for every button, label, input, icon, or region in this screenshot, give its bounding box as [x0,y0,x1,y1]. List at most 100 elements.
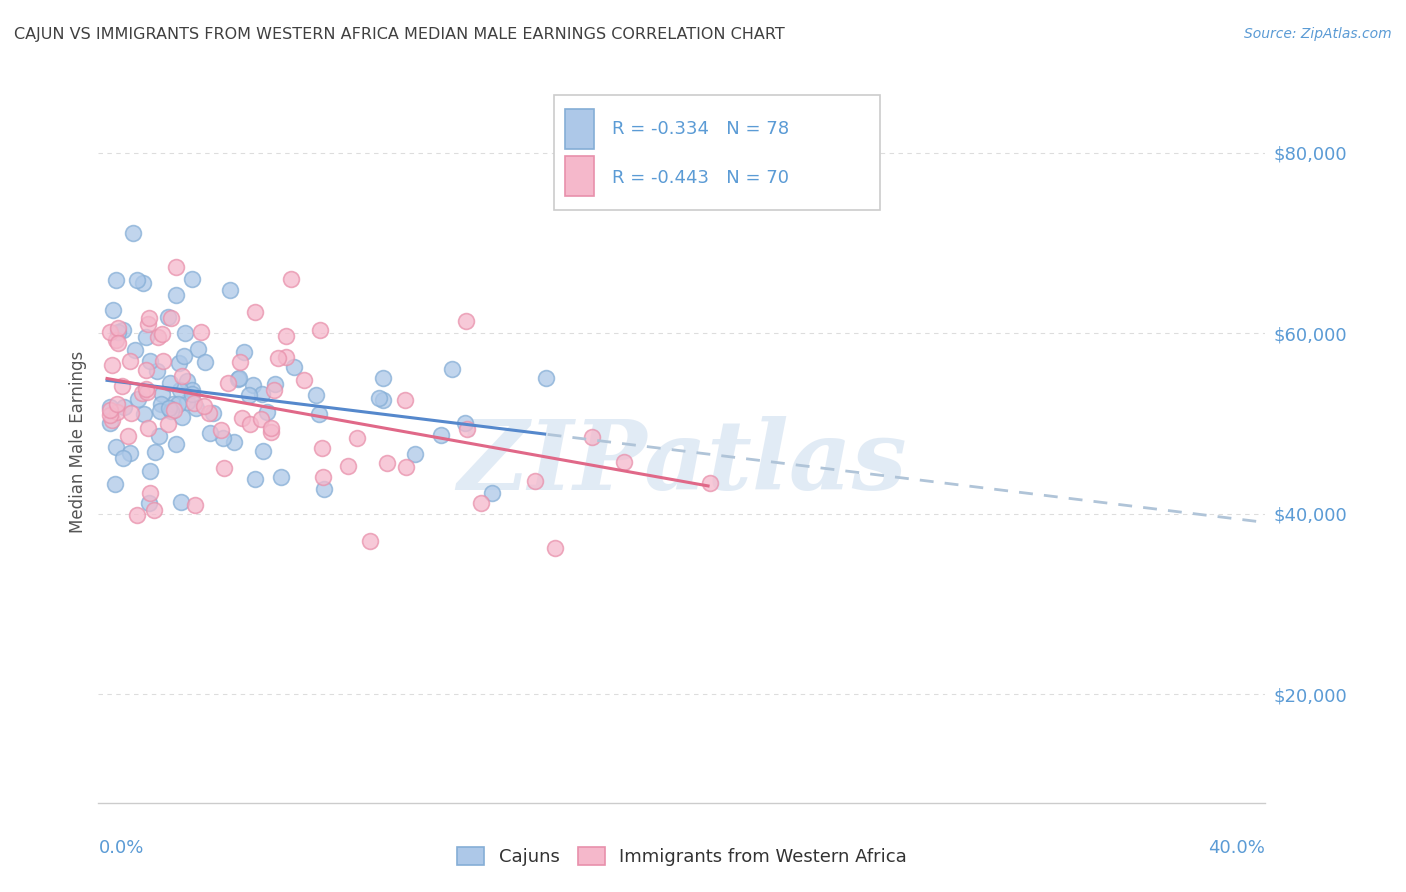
Point [184,401,207,416]
Point [138,485,160,500]
Legend: Cajuns, Immigrants from Western Africa: Cajuns, Immigrants from Western Africa [457,847,907,866]
Point [138,496,160,510]
FancyBboxPatch shape [565,156,595,196]
Point [454,416,477,430]
Point [233,345,256,359]
Point [100,413,122,427]
Point [308,407,330,421]
Point [127,508,149,522]
Y-axis label: Median Male Earnings: Median Male Earnings [69,351,87,533]
Point [699,476,721,491]
Point [373,371,395,385]
Point [280,272,302,286]
Point [198,406,221,420]
Point [169,383,191,397]
Point [173,326,195,340]
Point [103,302,125,317]
Point [165,437,187,451]
Point [112,400,135,414]
Point [157,310,180,324]
Point [404,447,426,461]
Point [260,420,283,434]
Point [252,387,274,401]
Point [229,355,252,369]
Point [209,423,232,437]
Point [193,399,215,413]
Text: ZIPatlas: ZIPatlas [457,417,907,510]
Point [104,476,127,491]
Point [111,379,134,393]
Point [212,461,235,475]
Point [371,392,394,407]
Point [184,499,207,513]
Point [157,417,180,431]
Text: 40.0%: 40.0% [1209,838,1265,857]
Point [107,335,129,350]
Point [481,486,503,500]
Point [228,370,250,384]
Point [162,397,184,411]
Point [613,454,636,468]
Point [249,411,271,425]
Point [211,430,233,444]
Point [112,323,135,337]
Point [224,434,246,449]
Point [131,385,153,400]
Point [98,417,121,431]
Point [118,445,141,459]
Point [395,459,418,474]
Point [274,350,297,364]
Point [98,402,121,417]
Point [368,391,391,405]
Point [139,464,162,478]
Point [120,406,142,420]
Point [169,495,191,509]
Point [292,373,315,387]
Point [104,333,127,347]
Point [167,355,190,369]
Point [263,384,285,398]
Point [543,541,565,555]
Point [112,450,135,465]
Point [256,405,278,419]
Point [238,387,260,401]
Point [440,361,463,376]
Point [160,404,183,418]
Point [305,388,328,402]
Point [136,318,159,332]
Point [98,401,121,415]
Text: R = -0.334   N = 78: R = -0.334 N = 78 [612,120,789,138]
Point [138,311,160,326]
Point [470,496,492,510]
Point [252,444,274,458]
Point [146,330,169,344]
Point [107,325,129,339]
Point [311,441,333,455]
Point [183,396,205,410]
Point [176,394,198,409]
Point [142,503,165,517]
Point [219,283,242,297]
Point [581,430,603,444]
Point [187,342,209,356]
Point [149,404,172,418]
Point [243,472,266,486]
Point [98,326,121,340]
Point [312,469,335,483]
Point [312,482,335,496]
Point [165,288,187,302]
Point [149,396,172,410]
Point [157,401,180,416]
Point [107,320,129,334]
Point [132,276,155,290]
Point [534,371,557,385]
Point [165,260,187,274]
Point [146,364,169,378]
Point [105,440,128,454]
Point [524,474,547,488]
Point [135,363,157,377]
Point [375,456,398,470]
Point [104,273,127,287]
Point [260,425,283,439]
Point [226,372,249,386]
